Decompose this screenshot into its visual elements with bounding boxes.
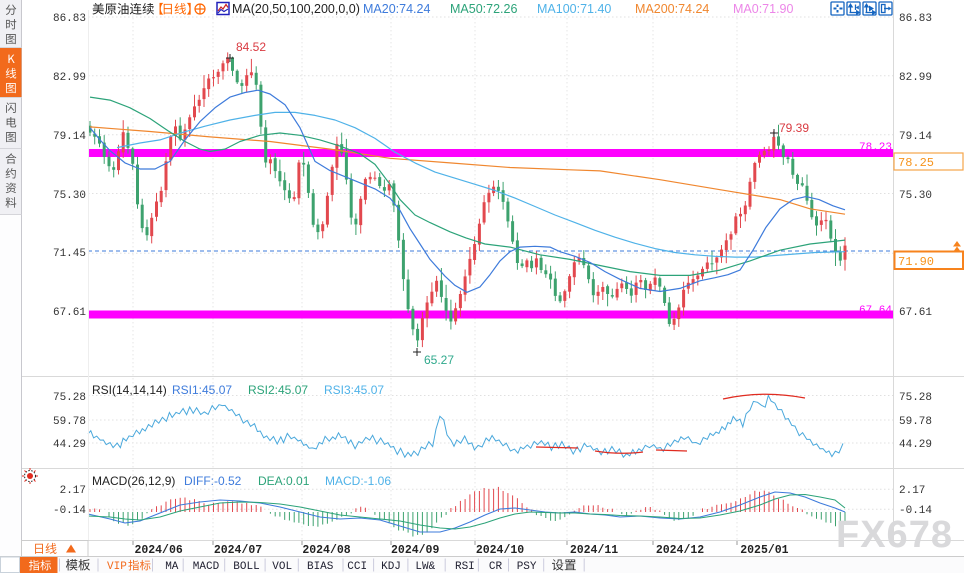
svg-text:2025/01: 2025/01 [740,544,788,557]
svg-text:RSI(14,14,14): RSI(14,14,14) [92,383,167,397]
svg-text:2024/08: 2024/08 [302,544,350,557]
svg-text:MA20:74.24: MA20:74.24 [363,2,430,16]
svg-text:KDJ: KDJ [381,561,401,573]
svg-text:MACD: MACD [193,561,220,573]
svg-text:MA(20,50,100,200,0,0): MA(20,50,100,200,0,0) [232,2,360,16]
svg-text:RSI3:45.07: RSI3:45.07 [324,383,384,397]
svg-text:2024/11: 2024/11 [570,544,618,557]
svg-text:2024/07: 2024/07 [214,544,262,557]
svg-text:75.30: 75.30 [53,190,86,202]
svg-text:44.29: 44.29 [53,439,86,451]
svg-text:MACD(26,12,9): MACD(26,12,9) [92,474,175,488]
svg-text:MA0:71.90: MA0:71.90 [733,2,794,16]
svg-text:MA200:74.24: MA200:74.24 [635,2,709,16]
svg-text:2.17: 2.17 [60,485,86,497]
svg-text:67.64: 67.64 [859,305,892,317]
svg-text:CR: CR [489,561,503,573]
svg-text:DIFF:-0.52: DIFF:-0.52 [184,474,242,488]
svg-text:67.61: 67.61 [899,307,932,319]
svg-text:CCI: CCI [347,561,367,573]
svg-text:2024/09: 2024/09 [391,544,439,557]
svg-text:MACD:-1.06: MACD:-1.06 [325,474,391,488]
svg-text:RSI1:45.07: RSI1:45.07 [172,383,232,397]
svg-text:59.78: 59.78 [53,416,86,428]
svg-text:2024/06: 2024/06 [134,544,182,557]
svg-text:MA100:71.40: MA100:71.40 [537,2,611,16]
svg-text:VIP: VIP [107,561,127,573]
svg-text:71.45: 71.45 [53,248,86,260]
svg-text:MA: MA [165,561,179,573]
svg-text:78.25: 78.25 [898,156,934,170]
svg-text:-0.14: -0.14 [53,505,86,517]
svg-text:RSI2:45.07: RSI2:45.07 [248,383,308,397]
svg-text:71.90: 71.90 [898,255,934,269]
svg-text:BIAS: BIAS [307,561,334,573]
svg-text:59.78: 59.78 [899,416,932,428]
svg-text:65.27: 65.27 [424,353,454,367]
svg-text:LW&: LW& [415,561,435,573]
svg-text:2024/12: 2024/12 [656,544,704,557]
svg-text:79.14: 79.14 [53,131,86,143]
svg-text:RSI: RSI [455,561,475,573]
svg-text:86.83: 86.83 [53,13,86,25]
svg-text:82.99: 82.99 [899,72,932,84]
svg-text:78.23: 78.23 [859,142,892,154]
svg-text:PSY: PSY [517,561,537,573]
svg-text:75.28: 75.28 [899,392,932,404]
svg-text:BOLL: BOLL [233,561,259,573]
svg-text:MA50:72.26: MA50:72.26 [450,2,517,16]
svg-text:79.39: 79.39 [779,121,809,135]
svg-text:VOL: VOL [272,561,292,573]
svg-text:67.61: 67.61 [53,307,86,319]
svg-text:79.14: 79.14 [899,131,932,143]
svg-text:75.30: 75.30 [899,190,932,202]
svg-text:86.83: 86.83 [899,13,932,25]
svg-text:2024/10: 2024/10 [476,544,524,557]
svg-text:84.52: 84.52 [236,40,266,54]
svg-text:FX678: FX678 [836,514,953,556]
svg-text:82.99: 82.99 [53,72,86,84]
svg-text:75.28: 75.28 [53,392,86,404]
svg-text:44.29: 44.29 [899,439,932,451]
svg-text:DEA:0.01: DEA:0.01 [258,474,310,488]
svg-text:-0.14: -0.14 [899,505,932,517]
svg-text:2.17: 2.17 [899,485,925,497]
